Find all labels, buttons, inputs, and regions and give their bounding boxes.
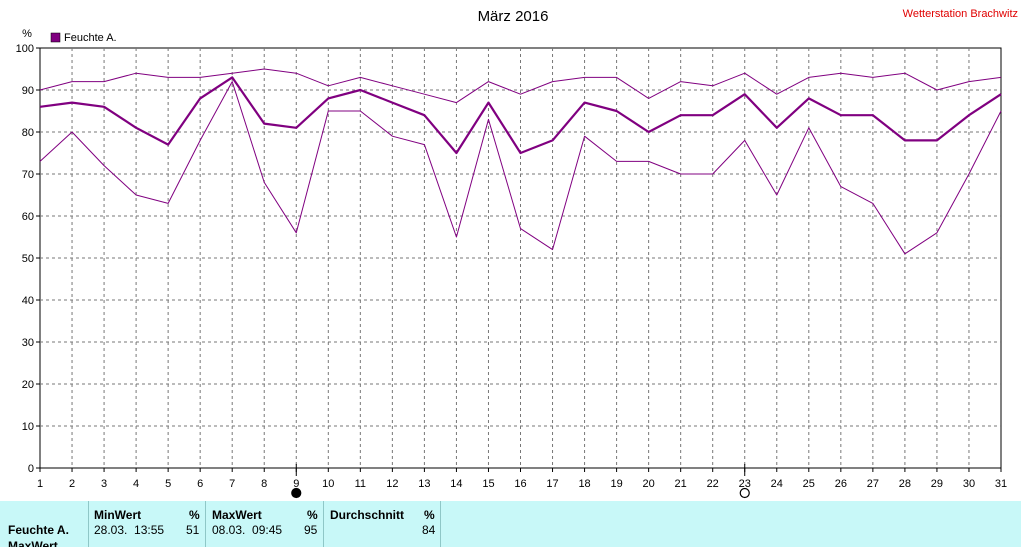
min-unit: % <box>189 508 200 522</box>
station-name: Wetterstation Brachwitz <box>903 8 1018 20</box>
stats-panel: Feuchte A. MaxWert MinWert % 28.03. 13:5… <box>0 501 1021 547</box>
x-tick-label: 8 <box>261 478 267 490</box>
series-line-min <box>39 81 1002 255</box>
x-tick-label: 24 <box>771 478 783 490</box>
new-moon-icon <box>291 487 302 499</box>
series-line-max <box>39 68 1002 104</box>
x-tick-label: 7 <box>229 478 235 490</box>
y-tick-label: 0 <box>28 463 34 475</box>
moon-markers <box>291 464 750 499</box>
stats-max-cell <box>206 501 324 547</box>
avg-header: Durchschnitt <box>330 508 405 522</box>
x-tick-label: 28 <box>899 478 911 490</box>
x-tick-label: 4 <box>133 478 139 490</box>
x-tick-label: 31 <box>995 478 1007 490</box>
x-tick-label: 23 <box>739 478 751 490</box>
x-tick-label: 13 <box>418 478 430 490</box>
series-group <box>39 68 1002 255</box>
humidity-chart: März 2016 Wetterstation Brachwitz % Feuc… <box>16 8 1018 499</box>
x-tick-label: 9 <box>293 478 299 490</box>
x-tick-label: 25 <box>803 478 815 490</box>
x-tick-label: 22 <box>707 478 719 490</box>
y-axis: 0 10 20 30 40 50 60 70 80 90 100 <box>16 43 40 475</box>
y-tick-label: 70 <box>22 169 34 181</box>
stats-row-label-2: MaxWert <box>8 539 58 547</box>
avg-unit: % <box>424 508 435 522</box>
x-tick-label: 21 <box>675 478 687 490</box>
x-tick-label: 11 <box>355 478 366 490</box>
legend-label: Feuchte A. <box>64 32 117 44</box>
stats-min-cell <box>89 501 206 547</box>
x-tick-label: 14 <box>450 478 462 490</box>
grid <box>40 48 1001 468</box>
x-tick-label: 17 <box>546 478 558 490</box>
x-tick-label: 5 <box>165 478 171 490</box>
max-time: 08.03. 09:45 <box>212 523 283 537</box>
chart-title: März 2016 <box>478 8 549 25</box>
x-tick-label: 19 <box>610 478 622 490</box>
y-axis-unit: % <box>22 28 32 40</box>
min-header: MinWert <box>94 508 142 522</box>
y-tick-label: 20 <box>22 379 34 391</box>
x-tick-label: 27 <box>867 478 879 490</box>
y-tick-label: 90 <box>22 85 34 97</box>
y-tick-label: 100 <box>16 43 34 55</box>
y-tick-label: 40 <box>22 295 34 307</box>
stats-label-cell <box>0 501 89 547</box>
series-line-avg <box>39 76 1002 155</box>
y-tick-label: 30 <box>22 337 34 349</box>
legend-swatch <box>50 32 61 43</box>
full-moon-icon <box>739 487 750 499</box>
x-tick-label: 10 <box>322 478 334 490</box>
y-tick-label: 50 <box>22 253 34 265</box>
y-tick-label: 80 <box>22 127 34 139</box>
min-time: 28.03. 13:55 <box>94 523 165 537</box>
x-tick-label: 1 <box>37 478 43 490</box>
max-unit: % <box>307 508 318 522</box>
x-tick-label: 26 <box>835 478 847 490</box>
x-tick-label: 2 <box>69 478 75 490</box>
x-tick-label: 6 <box>197 478 203 490</box>
x-axis: 1 2 3 4 5 6 7 8 9 10 11 12 13 14 15 16 17 18 19 20 21 22 23 24 2… <box>37 468 1007 490</box>
x-tick-label: 12 <box>386 478 398 490</box>
x-tick-label: 29 <box>931 478 943 490</box>
min-value: 51 <box>186 523 200 537</box>
x-tick-label: 16 <box>514 478 526 490</box>
x-tick-label: 30 <box>963 478 975 490</box>
x-tick-label: 18 <box>578 478 590 490</box>
x-tick-label: 20 <box>643 478 655 490</box>
max-header: MaxWert <box>212 508 262 522</box>
y-tick-label: 60 <box>22 211 34 223</box>
x-tick-label: 3 <box>101 478 107 490</box>
y-tick-label: 10 <box>22 421 34 433</box>
max-value: 95 <box>304 523 318 537</box>
x-tick-label: 15 <box>482 478 494 490</box>
stats-avg-cell <box>324 501 441 547</box>
avg-value: 84 <box>422 523 436 537</box>
stats-row-label: Feuchte A. <box>8 523 69 537</box>
